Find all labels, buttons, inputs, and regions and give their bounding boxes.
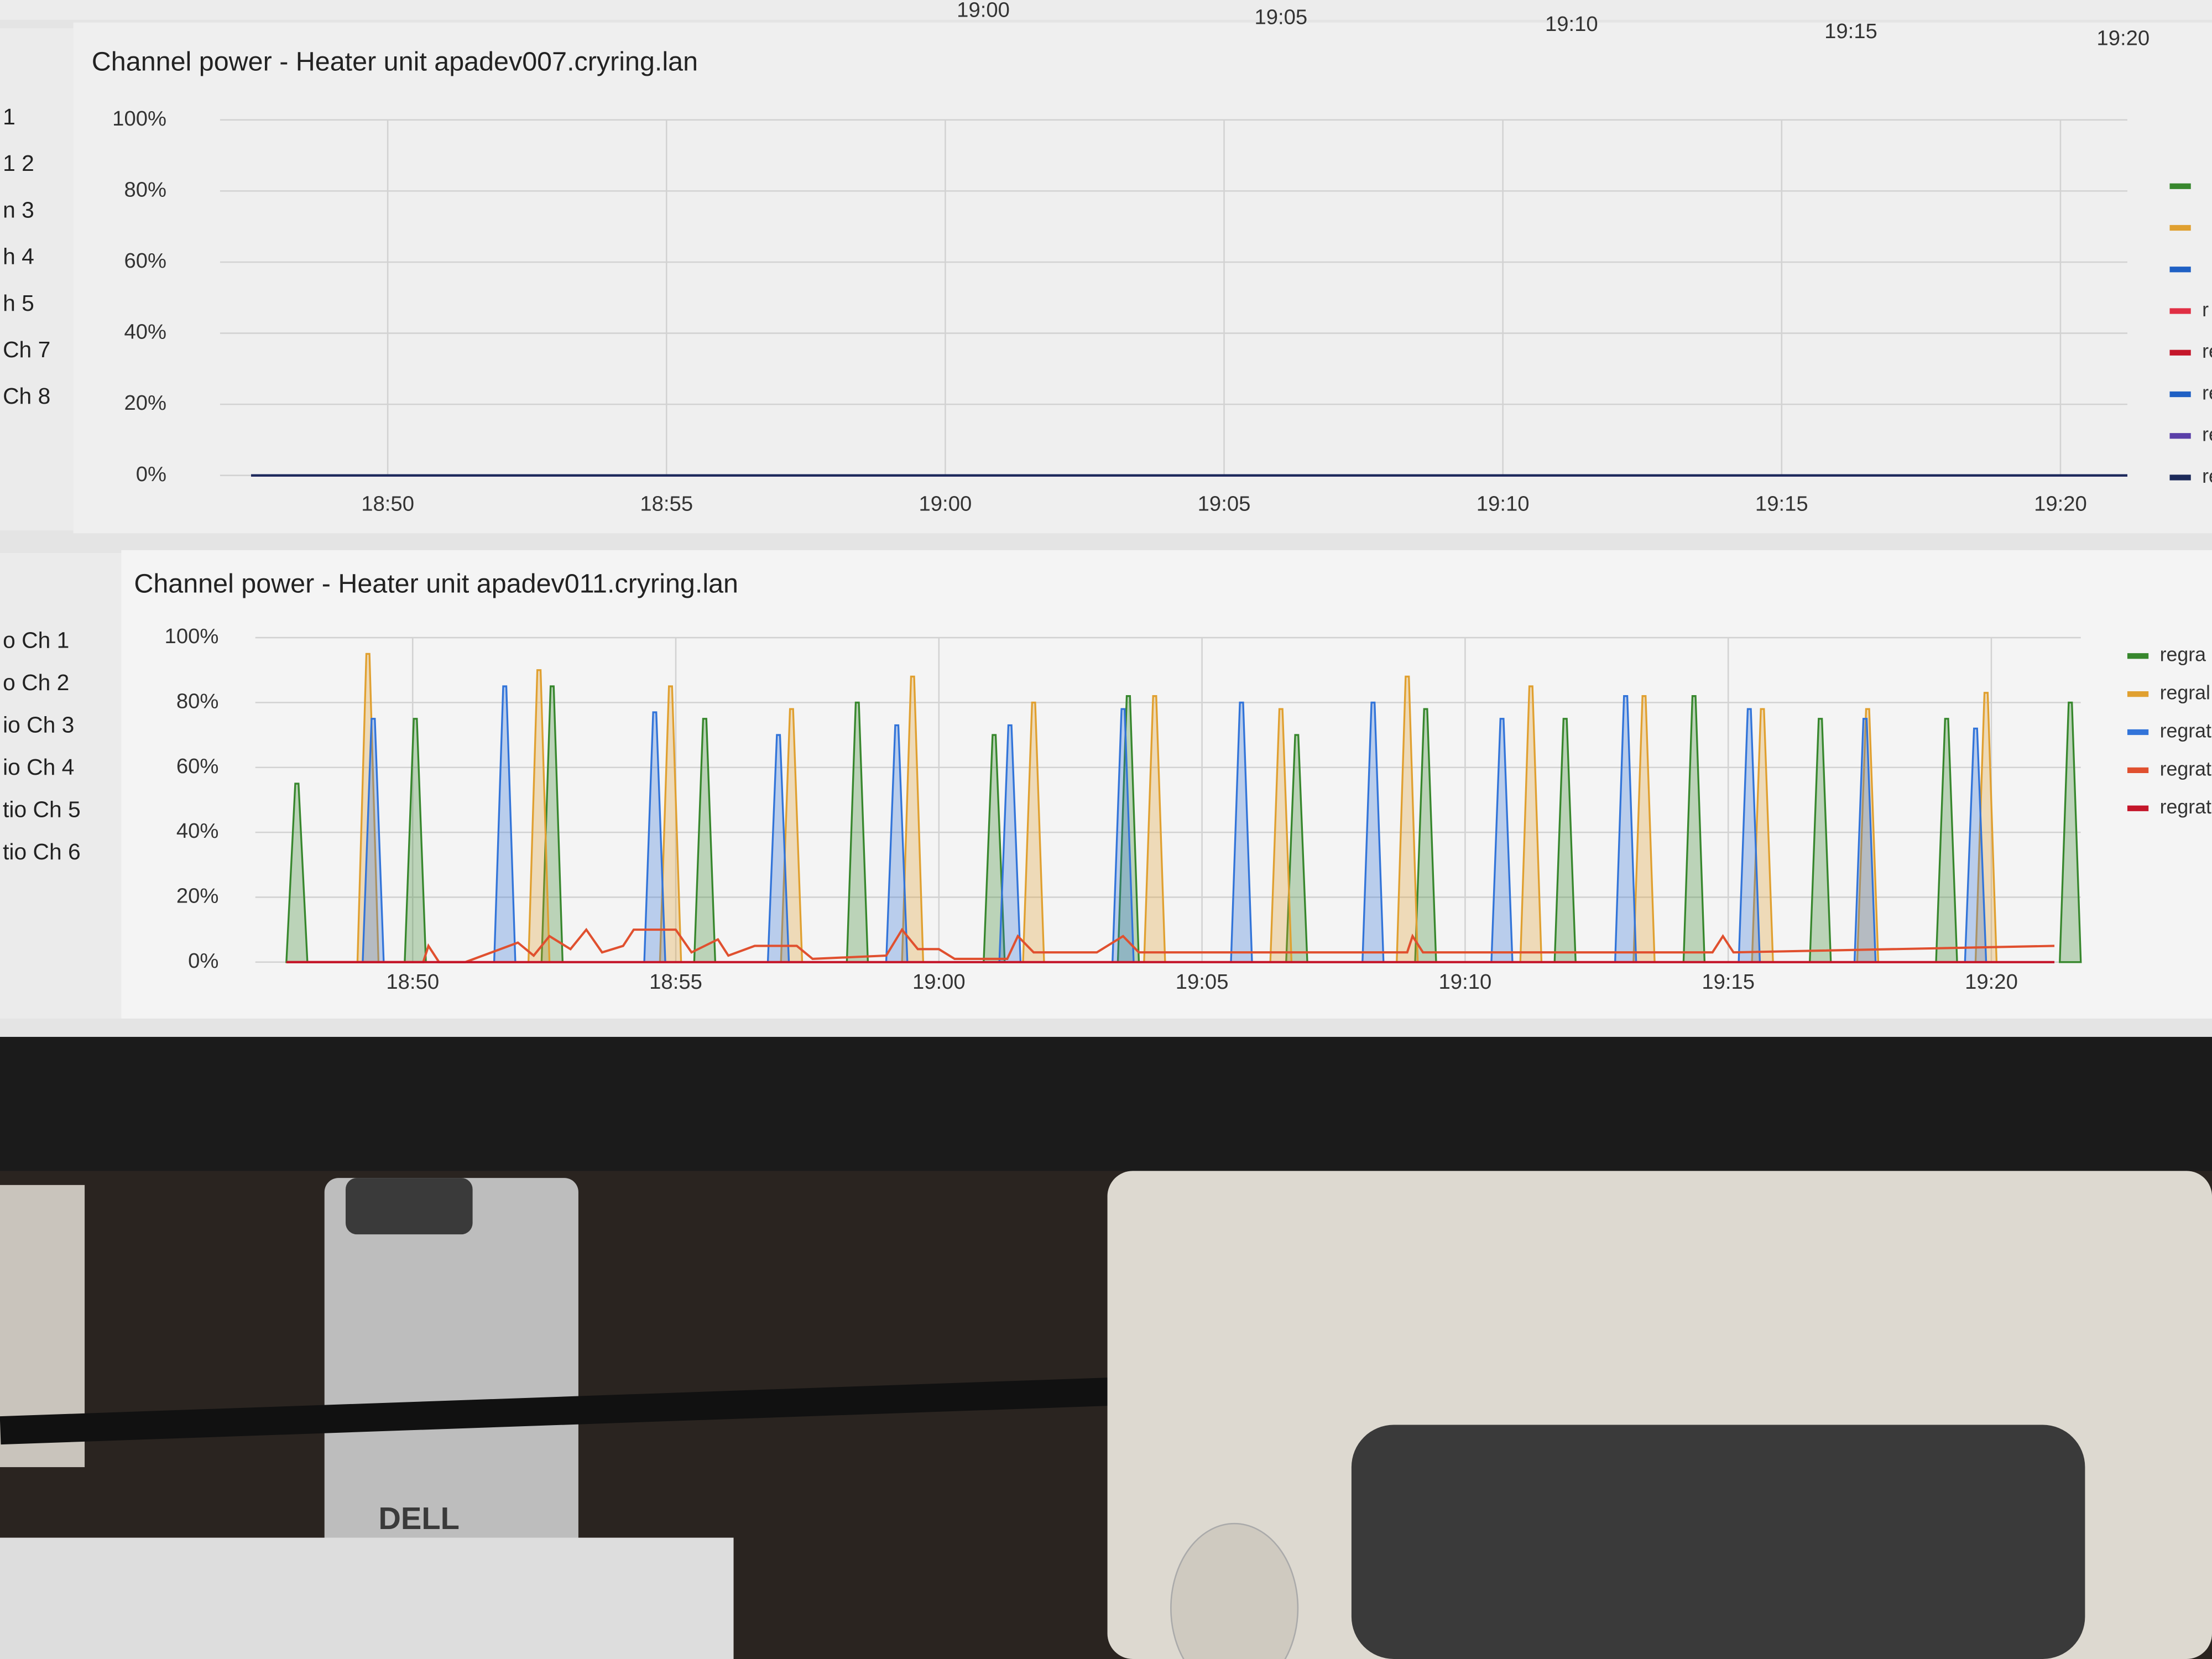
series-label: n 3 [3, 197, 34, 222]
x-tick-label: 19:05 [1176, 970, 1229, 994]
series-label: o Ch 1 [3, 627, 69, 653]
speaker-grille [1351, 1425, 2085, 1659]
y-tick-label: 0% [136, 462, 166, 486]
x-tick-label: 18:50 [361, 492, 414, 515]
x-tick-label: 19:20 [2034, 492, 2087, 515]
y-tick-label: 60% [124, 249, 166, 273]
y-tick-label: 40% [176, 819, 219, 843]
logo: DELL [378, 1501, 460, 1536]
panel [73, 22, 2212, 534]
y-tick-label: 60% [176, 754, 219, 778]
y-tick-label: 100% [165, 624, 219, 648]
series-label: Ch 7 [3, 337, 50, 362]
legend-label: reg [2202, 424, 2212, 446]
legend-label: reg [2202, 465, 2212, 487]
series-label: h 4 [3, 244, 34, 269]
legend-label: regratic [2160, 796, 2212, 818]
x-tick-label: 19:05 [1198, 492, 1251, 515]
chart-title: Channel power - Heater unit apadev007.cr… [92, 47, 698, 77]
legend-label: regrati [2160, 758, 2212, 780]
legend-label: r [2202, 299, 2209, 321]
device [324, 1178, 578, 1573]
top-strip [0, 0, 2212, 20]
x-tick-label: 19:15 [1755, 492, 1808, 515]
y-tick-label: 100% [112, 107, 166, 131]
y-tick-label: 80% [124, 178, 166, 202]
x-tick-label: 19:10 [1545, 12, 1598, 36]
series-line [286, 927, 2055, 963]
series-label: tio Ch 6 [3, 839, 81, 864]
x-tick-label: 19:15 [1702, 970, 1755, 994]
spike [2059, 701, 2082, 963]
x-tick-label: 19:10 [1477, 492, 1530, 515]
x-tick-label: 19:00 [919, 492, 972, 515]
x-tick-label: 19:20 [2096, 27, 2150, 50]
chart-title: Channel power - Heater unit apadev011.cr… [134, 568, 738, 598]
series-label: Ch 8 [3, 383, 50, 409]
x-tick-label: 18:55 [649, 970, 702, 994]
device-top [346, 1178, 473, 1235]
paper [0, 1537, 734, 1659]
bezel [0, 1037, 2212, 1178]
series-label: o Ch 2 [3, 670, 69, 695]
series-label: tio Ch 5 [3, 797, 81, 822]
y-tick-label: 20% [124, 391, 166, 415]
x-tick-label: 18:55 [640, 492, 693, 515]
legend-label: regra [2160, 644, 2206, 666]
legend-label: re [2202, 382, 2212, 404]
x-tick-label: 18:50 [386, 970, 439, 994]
x-tick-label: 19:00 [912, 970, 966, 994]
x-tick-label: 19:15 [1824, 19, 1877, 43]
y-tick-label: 80% [176, 690, 219, 713]
cable [0, 1376, 1129, 1445]
x-tick-label: 19:00 [957, 0, 1010, 22]
legend-label: regrat [2160, 719, 2211, 742]
y-tick-label: 20% [176, 884, 219, 908]
x-tick-label: 19:05 [1254, 5, 1307, 29]
y-tick-label: 40% [124, 320, 166, 344]
legend-label: re [2202, 340, 2212, 362]
y-tick-label: 0% [188, 949, 218, 973]
x-tick-label: 19:10 [1439, 970, 1492, 994]
series-label: 1 2 [3, 150, 34, 176]
series-label: io Ch 3 [3, 712, 74, 738]
left-panel [0, 553, 130, 1019]
series-label: 1 [3, 104, 15, 129]
series-label: h 5 [3, 290, 34, 316]
x-tick-label: 19:20 [1965, 970, 2018, 994]
speaker-knob [1170, 1522, 1299, 1659]
series-label: io Ch 4 [3, 754, 74, 780]
legend-label: regral [2160, 682, 2210, 704]
